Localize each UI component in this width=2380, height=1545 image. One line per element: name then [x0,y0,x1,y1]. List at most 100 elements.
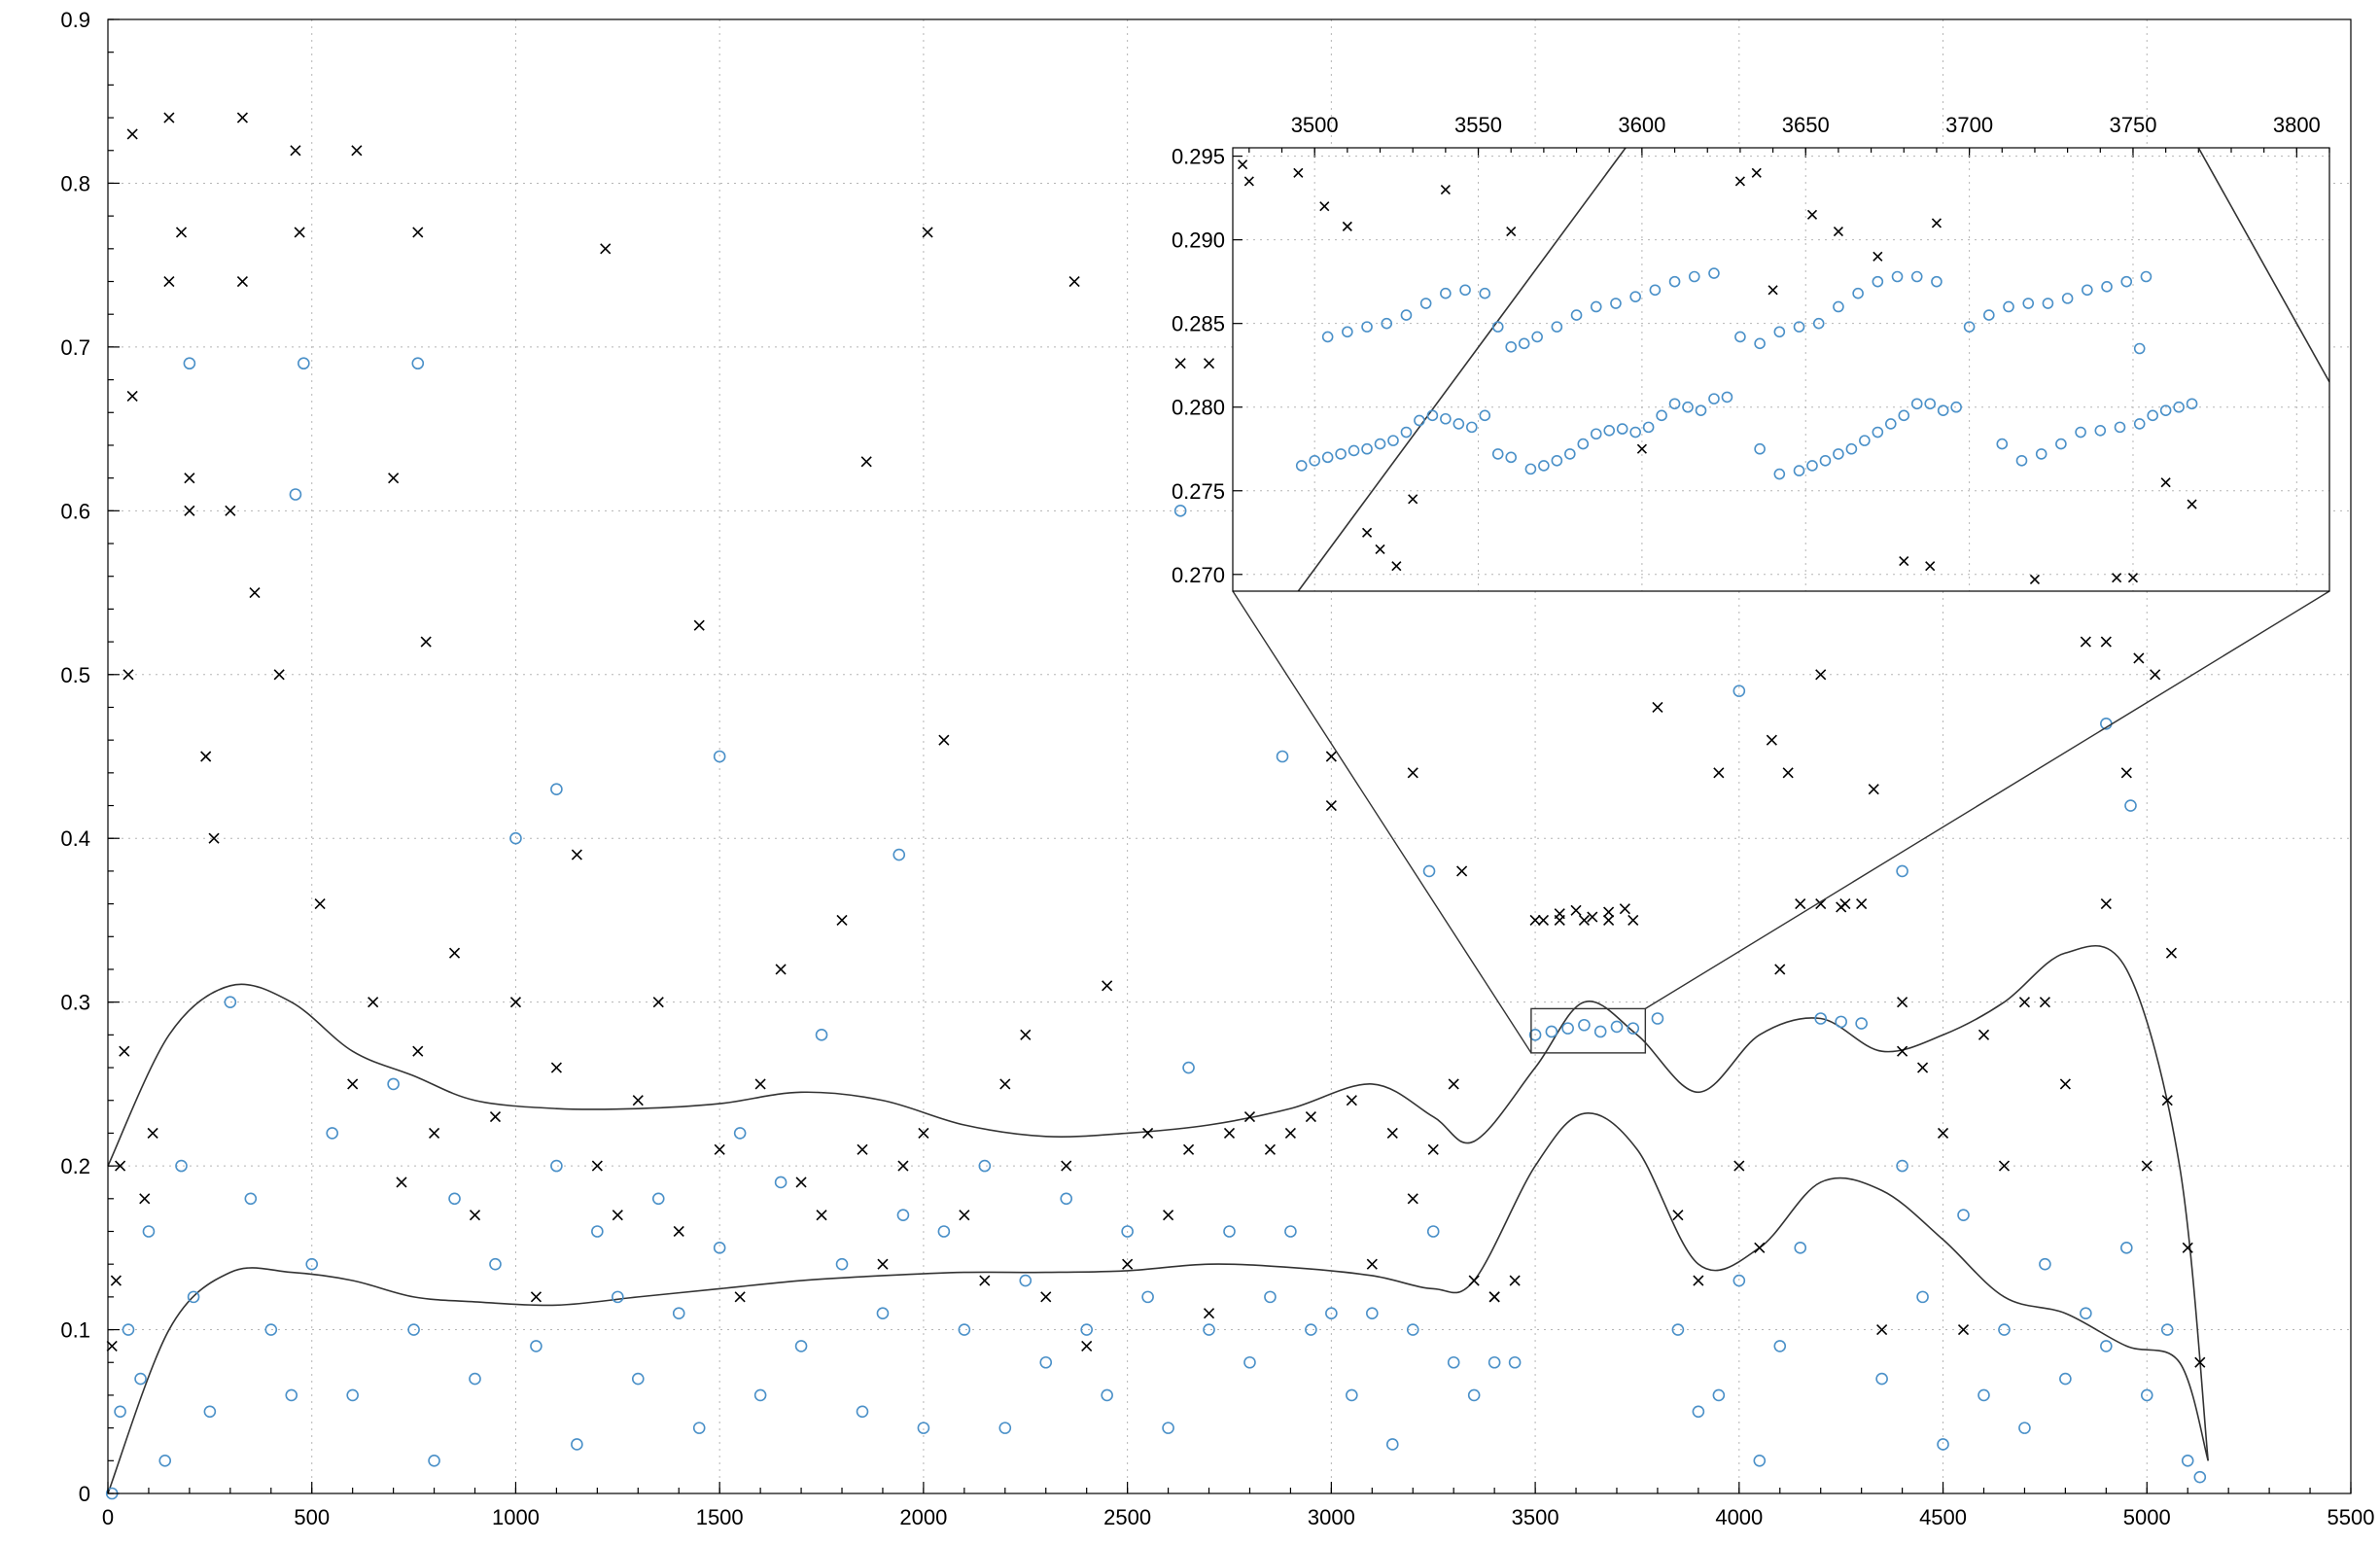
inset-cross-point [1734,176,1745,187]
inset-circle-point [1538,460,1550,472]
inset-circle-point [1859,435,1871,446]
inset-circle-point [1688,270,1700,283]
cross-point [1815,898,1827,910]
cross-point [163,112,175,123]
zoom-connector-left [1232,590,1532,1054]
inset-cross-point [1342,221,1352,231]
cross-point [1102,980,1113,992]
inset-circle-point [2133,342,2146,355]
inset-circle-point [2114,421,2126,434]
cross-point [314,898,326,910]
cross-point [1040,1291,1052,1303]
cross-point [1897,997,1908,1008]
cross-point [412,227,424,238]
circle-point [1753,1455,1767,1467]
cross-point [1163,1210,1174,1221]
circle-point [1346,1388,1358,1402]
cross-point [918,1127,929,1139]
circle-point [692,1422,706,1434]
circle-point [1422,864,1436,878]
cross-point [2100,898,2112,910]
cross-point [200,751,212,762]
circle-point [917,1422,930,1434]
inset-circle-point [1950,401,1962,413]
inset-circle-point [1466,421,1478,434]
circle-point [2160,1323,2174,1336]
circle-point [2124,799,2137,812]
circle-point [1141,1290,1154,1304]
inset-curve-right [2197,148,2329,383]
circle-point [978,1159,992,1173]
circle-point [1732,685,1746,697]
inset-circle-point [1321,331,1334,343]
circle-point [407,1323,420,1336]
circle-point [509,831,522,845]
cross-point [1407,767,1418,779]
inset-circle-point [1629,426,1641,439]
inset-y-tick-label: 0.280 [1172,396,1225,420]
inset-circle-point [1342,326,1353,338]
cross-point [1468,1275,1480,1286]
cross-point [126,390,138,402]
circle-point [631,1372,645,1386]
cross-point [571,849,582,860]
cross-point [1509,1275,1521,1286]
inset-circle-point [1531,331,1543,343]
cross-point [714,1143,725,1155]
circle-point [753,1388,767,1402]
circle-point [1671,1323,1685,1336]
cross-point [1754,1242,1766,1253]
inset-circle-point [2159,404,2172,416]
cross-point [2133,652,2145,664]
inset-circle-point [1833,448,1844,460]
cross-point [1839,898,1851,910]
inset-circle-point [1479,409,1491,422]
inset-circle-point [2022,298,2035,309]
inset-circle-point [2015,454,2028,467]
circle-point [713,750,726,763]
zoom-connector-right [1644,590,2330,1010]
cross-point [1122,1258,1134,1270]
cross-point [1182,1143,1195,1155]
circle-point [2039,1257,2051,1271]
cross-point [1203,1308,1215,1319]
circle-point [1325,1307,1338,1320]
circle-point [1182,1061,1195,1074]
inset-circle-point [1426,409,1439,422]
cross-point [1203,358,1215,369]
y-tick-label: 0.5 [60,663,90,687]
circle-point [122,1323,135,1336]
inset-circle-point [1374,438,1386,450]
cross-point [1603,906,1615,918]
cross-point [1578,914,1590,927]
cross-point [1733,1160,1745,1172]
cross-point [1325,751,1337,762]
circle-point [1855,1017,1868,1030]
circle-point [1447,1355,1460,1369]
cross-point [412,1045,424,1057]
cross-point [1554,914,1565,927]
main-tick-labels: 0 500 1000 1500 2000 2500 3000 3500 4000 4500 5000… [60,8,2374,1529]
cross-point [469,1210,481,1221]
circle-point [264,1323,278,1336]
cross-point [175,227,188,238]
cross-point [632,1095,644,1106]
x-tick-label: 0 [102,1505,114,1529]
y-tick-label: 0.6 [60,499,90,523]
inset-cross-point [2160,477,2171,488]
inset-circle-point [1656,409,1667,422]
lower-envelope-curve [107,1112,2209,1494]
cross-point [290,145,301,157]
inset-cross-point [1361,527,1373,538]
inset-frame [1232,147,2330,592]
inset-circle-point [1491,321,1504,333]
y-tick-label: 0.1 [60,1318,90,1343]
cross-point [857,1143,868,1155]
circle-point [2059,1372,2072,1386]
circle-point [1385,1438,1399,1451]
cross-point [1529,914,1541,927]
cross-point [106,1340,118,1352]
cross-point [1652,701,1663,714]
inset-circle-point [1754,442,1766,455]
zoom-region-rect [1530,1007,1647,1054]
